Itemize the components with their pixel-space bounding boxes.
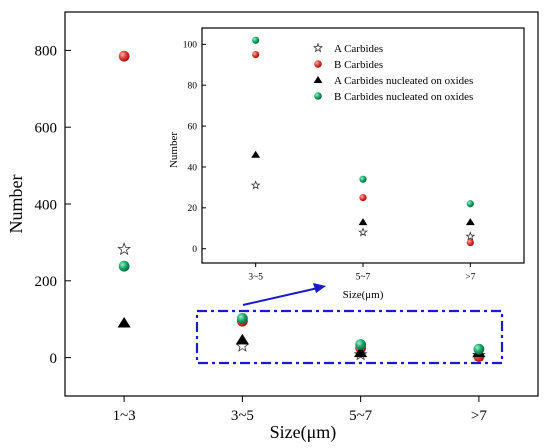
- y-tick-label: 20: [188, 204, 198, 214]
- legend-marker-star: [312, 42, 324, 53]
- y-tick-label: 800: [35, 44, 58, 60]
- data-point-ball: [355, 339, 367, 350]
- main-x-ticks: 1~3 3~5 5~7 >7: [113, 396, 487, 424]
- data-point-ball: [118, 50, 130, 62]
- data-point-ball: [359, 175, 367, 183]
- main-y-ticks: 0 200 400 600 800: [35, 44, 71, 367]
- data-point-ball: [466, 238, 474, 247]
- x-tick-label: >7: [465, 273, 475, 283]
- data-point-ball: [466, 200, 474, 208]
- y-tick-label: 80: [188, 82, 198, 92]
- y-tick-label: 0: [192, 245, 197, 255]
- data-point-ball: [473, 343, 485, 355]
- legend-marker-ball: [314, 60, 322, 68]
- x-tick-label: >7: [471, 408, 487, 424]
- highlight-arrow: [242, 287, 319, 306]
- x-tick-label: 5~7: [349, 408, 373, 424]
- main-y-axis-title: Number: [6, 175, 26, 234]
- x-tick-label: 5~7: [356, 273, 371, 283]
- inset-y-ticks: 0 20 40 60 80 100: [183, 41, 206, 255]
- y-tick-label: 100: [183, 41, 198, 51]
- data-point-ball: [252, 50, 260, 59]
- data-point-triangle: [235, 333, 249, 345]
- data-point-triangle: [251, 150, 261, 158]
- legend-label: B Carbides: [334, 59, 383, 71]
- legend-marker-ball: [314, 92, 322, 100]
- data-point-ball: [252, 36, 260, 44]
- y-tick-label: 40: [188, 163, 198, 173]
- data-point-ball: [118, 260, 130, 272]
- highlight-box: [195, 309, 504, 365]
- legend-label: B Carbides nucleated on oxides: [334, 91, 473, 103]
- legend: A Carbides B Carbides A Carbides nucleated…: [312, 42, 473, 103]
- inset-x-axis-title: Size(μm): [343, 289, 384, 301]
- main-x-axis-title: Size(μm): [270, 422, 337, 443]
- y-tick-label: 600: [35, 120, 58, 136]
- inset-y-axis-title: Number: [168, 132, 180, 168]
- data-point-ball: [359, 194, 367, 202]
- data-point-triangle: [354, 346, 368, 358]
- data-point-star: [465, 231, 476, 241]
- inset-x-ticks: 3~5 5~7 >7: [248, 263, 476, 283]
- data-point-ball: [236, 313, 248, 324]
- y-tick-label: 200: [35, 274, 58, 290]
- x-tick-label: 3~5: [231, 408, 254, 424]
- data-point-triangle: [117, 317, 131, 328]
- inset-data-points: [250, 36, 476, 247]
- highlight-arrow-head: [313, 283, 326, 293]
- data-point-star: [250, 180, 261, 190]
- data-point-triangle: [465, 218, 475, 226]
- y-tick-label: 60: [188, 122, 198, 132]
- y-tick-label: 0: [50, 351, 58, 367]
- data-point-triangle: [358, 218, 368, 226]
- legend-label: A Carbides nucleated on oxides: [334, 75, 473, 87]
- main-data-points: [117, 50, 486, 362]
- y-tick-label: 400: [35, 197, 58, 213]
- x-tick-label: 1~3: [113, 408, 136, 424]
- data-point-star: [117, 242, 131, 256]
- data-point-star: [358, 227, 368, 237]
- x-tick-label: 3~5: [248, 273, 263, 283]
- legend-marker-triangle: [313, 76, 323, 83]
- legend-label: A Carbides: [334, 43, 383, 55]
